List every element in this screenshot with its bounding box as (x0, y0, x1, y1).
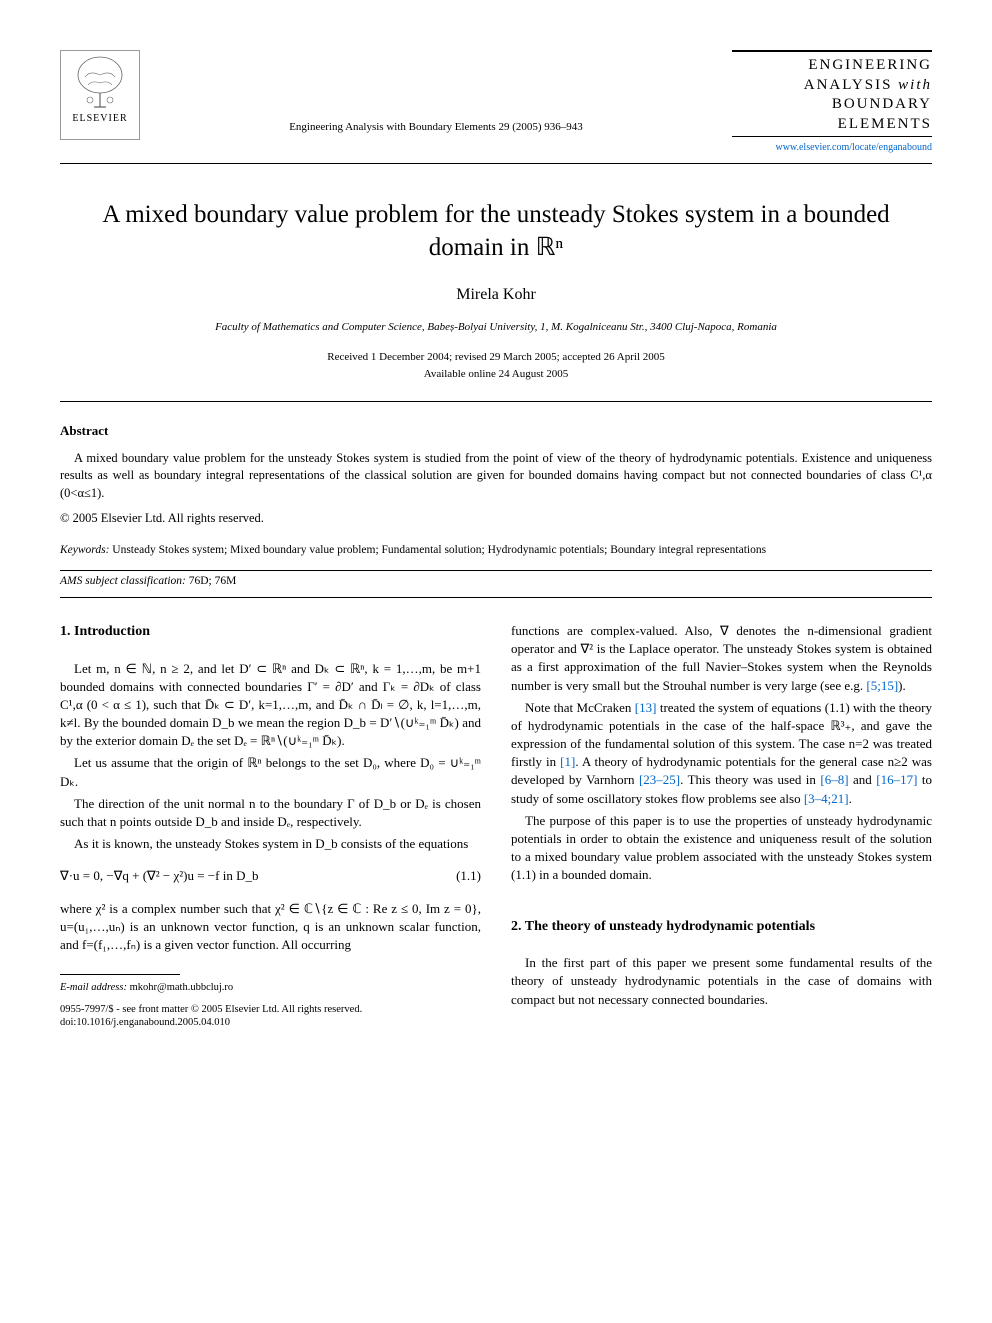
footnote-rule (60, 974, 180, 975)
col2-p1b: ). (898, 678, 906, 693)
right-column: functions are complex-valued. Also, ∇ de… (511, 622, 932, 1030)
journal-line2: ANALYSIS (804, 77, 893, 93)
journal-line2-suffix: with (892, 77, 932, 93)
col2-p2: Note that McCraken [13] treated the syst… (511, 699, 932, 808)
email-address[interactable]: mkohr@math.ubbcluj.ro (127, 982, 233, 993)
ref-1[interactable]: [1] (560, 754, 575, 769)
elsevier-tree-icon (70, 55, 130, 110)
abstract-text: A mixed boundary value problem for the u… (60, 450, 932, 503)
keywords-label: Keywords: (60, 544, 109, 556)
received-dates: Received 1 December 2004; revised 29 Mar… (60, 350, 932, 365)
email-label: E-mail address: (60, 982, 127, 993)
equation-body: ∇·u = 0, −∇q + (∇² − χ²)u = −f in D_b (60, 867, 258, 885)
ams-rule (60, 597, 932, 598)
ams-text: 76D; 76M (186, 575, 236, 587)
journal-rule (732, 136, 932, 137)
footnote-copyright: 0955-7997/$ - see front matter © 2005 El… (60, 1003, 481, 1017)
abstract-label: Abstract (60, 422, 932, 440)
ref-6-8[interactable]: [6–8] (820, 772, 848, 787)
copyright-text: © 2005 Elsevier Ltd. All rights reserved… (60, 510, 932, 528)
footnote-block: E-mail address: mkohr@math.ubbcluj.ro 09… (60, 981, 481, 1030)
publisher-name: ELSEVIER (72, 112, 127, 126)
available-date: Available online 24 August 2005 (60, 367, 932, 382)
publisher-logo: ELSEVIER (60, 50, 140, 140)
header-rule (60, 163, 932, 164)
abstract-top-rule (60, 401, 932, 402)
section1-p2: Let us assume that the origin of ℝⁿ belo… (60, 754, 481, 790)
ref-16-17[interactable]: [16–17] (876, 772, 917, 787)
ref-3-4-21[interactable]: [3–4;21] (804, 791, 849, 806)
col2-p1: functions are complex-valued. Also, ∇ de… (511, 622, 932, 695)
journal-logo: ENGINEERING ANALYSIS with BOUNDARY ELEME… (732, 50, 932, 155)
author-affiliation: Faculty of Mathematics and Computer Scie… (60, 320, 932, 335)
ams-line: AMS subject classification: 76D; 76M (60, 573, 932, 589)
journal-url[interactable]: www.elsevier.com/locate/enganabound (732, 141, 932, 155)
paper-title: A mixed boundary value problem for the u… (100, 199, 892, 264)
section1-p4: As it is known, the unsteady Stokes syst… (60, 835, 481, 853)
journal-line1: ENGINEERING (808, 57, 932, 73)
section1-p5: where χ² is a complex number such that χ… (60, 900, 481, 955)
journal-title-block: ENGINEERING ANALYSIS with BOUNDARY ELEME… (732, 50, 932, 134)
section1-p1: Let m, n ∈ ℕ, n ≥ 2, and let D′ ⊂ ℝⁿ and… (60, 660, 481, 751)
page-header: ELSEVIER Engineering Analysis with Bound… (60, 50, 932, 155)
col2-p2g: . (849, 791, 852, 806)
equation-number: (1.1) (456, 867, 481, 885)
section2-heading: 2. The theory of unsteady hydrodynamic p… (511, 917, 932, 937)
journal-line3: BOUNDARY (832, 96, 932, 112)
footnote-doi: doi:10.1016/j.enganabound.2005.04.010 (60, 1016, 481, 1030)
left-column: 1. Introduction Let m, n ∈ ℕ, n ≥ 2, and… (60, 622, 481, 1030)
ref-23-25[interactable]: [23–25] (639, 772, 680, 787)
ref-5-15[interactable]: [5;15] (866, 678, 898, 693)
keywords-rule (60, 570, 932, 571)
section1-p3: The direction of the unit normal n to th… (60, 795, 481, 831)
col2-p2e: and (849, 772, 877, 787)
author-name: Mirela Kohr (60, 284, 932, 306)
ref-13[interactable]: [13] (635, 700, 657, 715)
section1-heading: 1. Introduction (60, 622, 481, 642)
equation-1-1: ∇·u = 0, −∇q + (∇² − χ²)u = −f in D_b (1… (60, 867, 481, 885)
body-columns: 1. Introduction Let m, n ∈ ℕ, n ≥ 2, and… (60, 622, 932, 1030)
col2-p2d: . This theory was used in (680, 772, 820, 787)
keywords-text: Unsteady Stokes system; Mixed boundary v… (109, 544, 766, 556)
col2-p2a: Note that McCraken (525, 700, 635, 715)
footnote-email: E-mail address: mkohr@math.ubbcluj.ro (60, 981, 481, 995)
keywords-line: Keywords: Unsteady Stokes system; Mixed … (60, 542, 932, 558)
ams-label: AMS subject classification: (60, 575, 186, 587)
col2-p3: The purpose of this paper is to use the … (511, 812, 932, 885)
journal-line4: ELEMENTS (838, 116, 932, 132)
section2-p1: In the first part of this paper we prese… (511, 954, 932, 1009)
journal-reference: Engineering Analysis with Boundary Eleme… (140, 50, 732, 135)
